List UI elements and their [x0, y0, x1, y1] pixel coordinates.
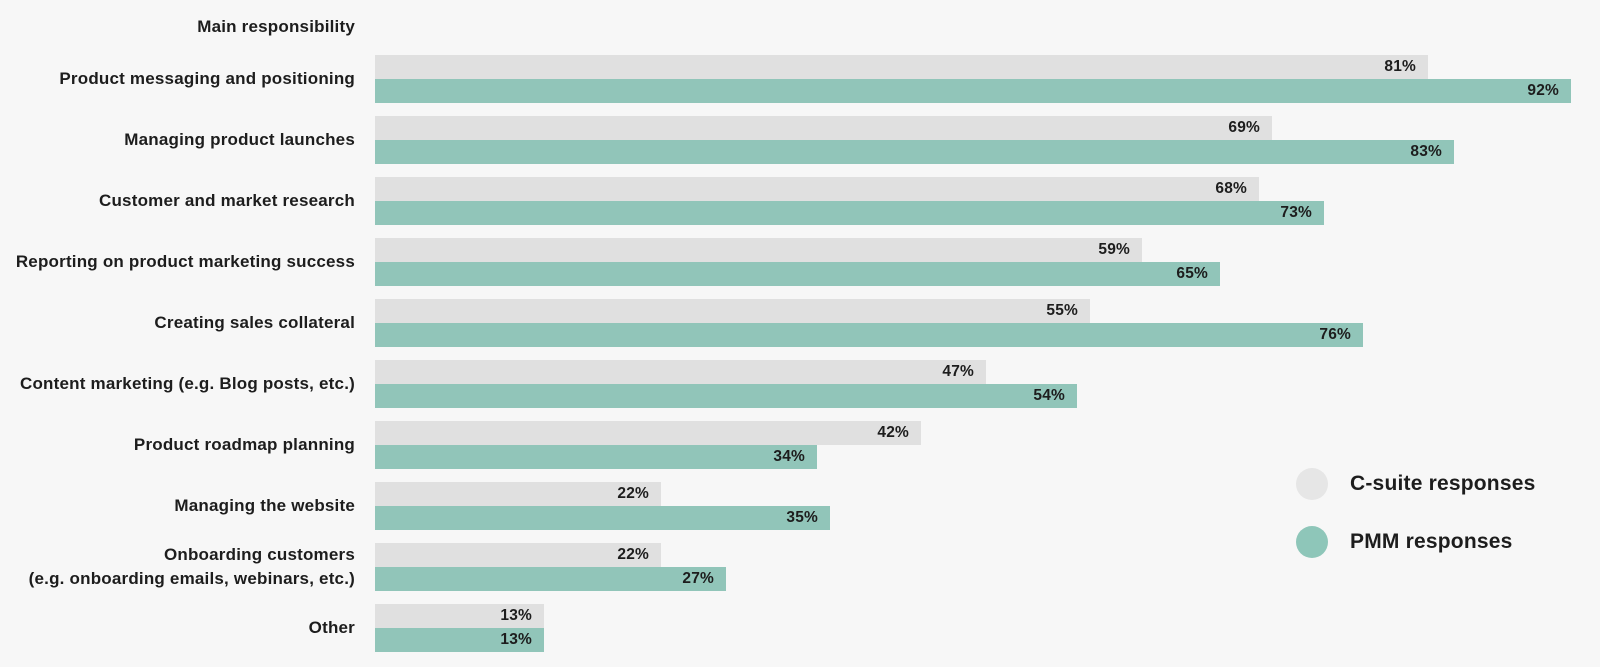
csuite-legend-label: C-suite responses	[1350, 472, 1536, 495]
csuite-legend-dot	[1296, 468, 1328, 500]
legend: C-suite responses PMM responses	[1296, 468, 1535, 584]
csuite-bar: 22%	[375, 543, 661, 567]
bar-value-label: 34%	[773, 448, 805, 465]
chart-row: Other 13% 13%	[0, 604, 1600, 652]
bar-value-label: 22%	[617, 546, 649, 563]
bar-value-label: 13%	[500, 607, 532, 624]
pmm-bar: 83%	[375, 140, 1454, 164]
chart-row: Managing product launches 69% 83%	[0, 116, 1600, 164]
pmm-bar: 65%	[375, 262, 1220, 286]
bar-group: 69% 83%	[375, 116, 1600, 164]
category-label: Product roadmap planning	[133, 435, 355, 455]
category-label: Other	[308, 618, 355, 638]
pmm-bar: 73%	[375, 201, 1324, 225]
chart-row: Onboarding customers (e.g. onboarding em…	[0, 543, 1600, 591]
bar-value-label: 47%	[942, 363, 974, 380]
bar-value-label: 65%	[1176, 265, 1208, 282]
csuite-bar: 81%	[375, 55, 1428, 79]
chart-row: Creating sales collateral 55% 76%	[0, 299, 1600, 347]
bar-group: 81% 92%	[375, 55, 1600, 103]
pmm-bar: 54%	[375, 384, 1077, 408]
category-label: Content marketing (e.g. Blog posts, etc.…	[19, 374, 355, 394]
bar-value-label: 73%	[1280, 204, 1312, 221]
chart-row: Reporting on product marketing success 59…	[0, 238, 1600, 286]
legend-item-pmm: PMM responses	[1296, 526, 1535, 558]
bar-group: 59% 65%	[375, 238, 1600, 286]
bar-value-label: 35%	[786, 509, 818, 526]
csuite-bar: 68%	[375, 177, 1259, 201]
bar-value-label: 81%	[1384, 58, 1416, 75]
bar-value-label: 92%	[1527, 82, 1559, 99]
category-label: Managing product launches	[124, 130, 355, 150]
csuite-bar: 47%	[375, 360, 986, 384]
bar-group: 13% 13%	[375, 604, 1600, 652]
csuite-bar: 22%	[375, 482, 661, 506]
pmm-bar: 35%	[375, 506, 830, 530]
chart-title: Main responsibility	[197, 17, 355, 36]
csuite-bar: 55%	[375, 299, 1090, 323]
bar-value-label: 54%	[1033, 387, 1065, 404]
csuite-bar: 69%	[375, 116, 1272, 140]
bar-group: 42% 34%	[375, 421, 1600, 469]
pmm-bar: 27%	[375, 567, 726, 591]
pmm-legend-label: PMM responses	[1350, 530, 1513, 553]
category-label: Reporting on product marketing success	[15, 252, 355, 272]
bar-value-label: 68%	[1215, 180, 1247, 197]
bar-group: 55% 76%	[375, 299, 1600, 347]
category-label: Creating sales collateral	[154, 313, 355, 333]
bar-value-label: 59%	[1098, 241, 1130, 258]
category-label: Customer and market research	[99, 191, 355, 211]
bar-value-label: 13%	[500, 631, 532, 648]
pmm-bar: 76%	[375, 323, 1363, 347]
bar-value-label: 22%	[617, 485, 649, 502]
csuite-bar: 59%	[375, 238, 1142, 262]
chart-row: Content marketing (e.g. Blog posts, etc.…	[0, 360, 1600, 408]
bar-value-label: 76%	[1319, 326, 1351, 343]
pmm-bar: 92%	[375, 79, 1571, 103]
category-label: Product messaging and positioning	[59, 69, 355, 89]
bar-group: 22% 27%	[375, 543, 1600, 591]
bar-group: 68% 73%	[375, 177, 1600, 225]
category-label: Onboarding customers (e.g. onboarding em…	[28, 545, 355, 588]
pmm-bar: 13%	[375, 628, 544, 652]
legend-item-csuite: C-suite responses	[1296, 468, 1535, 500]
category-label: Managing the website	[174, 496, 355, 516]
chart-rows: Product messaging and positioning 81% 92% M…	[0, 55, 1600, 652]
bar-value-label: 55%	[1046, 302, 1078, 319]
bar-group: 47% 54%	[375, 360, 1600, 408]
pmm-bar: 34%	[375, 445, 817, 469]
bar-group: 22% 35%	[375, 482, 1600, 530]
bar-value-label: 69%	[1228, 119, 1260, 136]
csuite-bar: 13%	[375, 604, 544, 628]
chart-row: Managing the website 22% 35%	[0, 482, 1600, 530]
chart-row: Product roadmap planning 42% 34%	[0, 421, 1600, 469]
bar-value-label: 27%	[682, 570, 714, 587]
bar-value-label: 42%	[877, 424, 909, 441]
pmm-legend-dot	[1296, 526, 1328, 558]
chart-row: Customer and market research 68% 73%	[0, 177, 1600, 225]
bar-value-label: 83%	[1410, 143, 1442, 160]
csuite-bar: 42%	[375, 421, 921, 445]
chart-row: Product messaging and positioning 81% 92%	[0, 55, 1600, 103]
